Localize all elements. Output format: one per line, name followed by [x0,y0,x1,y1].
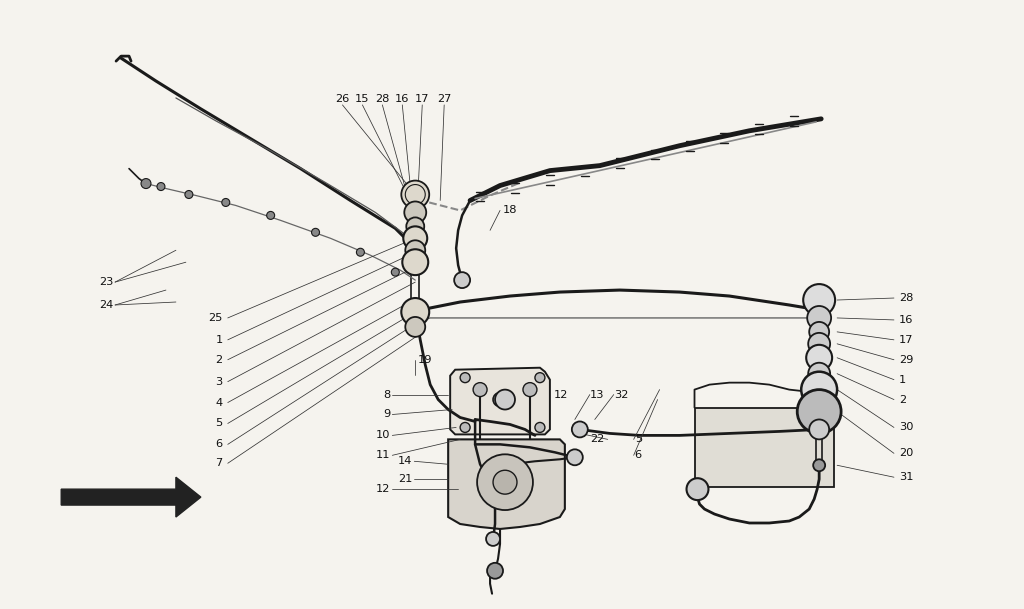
Text: 8: 8 [383,390,390,400]
Text: 12: 12 [554,390,568,400]
Circle shape [493,470,517,494]
Text: 28: 28 [375,94,389,104]
Text: 5: 5 [635,434,642,445]
Circle shape [523,382,537,396]
Circle shape [222,199,229,206]
Circle shape [403,227,427,250]
Circle shape [141,178,151,189]
Circle shape [803,284,836,316]
Circle shape [486,532,500,546]
Circle shape [686,478,709,500]
Text: 16: 16 [395,94,410,104]
Text: 25: 25 [209,313,223,323]
Circle shape [807,306,831,330]
Text: 7: 7 [215,458,223,468]
Bar [694,407,835,487]
Text: 12: 12 [376,484,390,494]
Circle shape [493,393,507,407]
Circle shape [808,363,830,385]
Text: 6: 6 [635,450,642,460]
Circle shape [404,202,426,224]
Circle shape [402,249,428,275]
Circle shape [460,423,470,432]
Circle shape [571,421,588,437]
Circle shape [809,322,829,342]
Text: 2: 2 [899,395,906,404]
Circle shape [477,454,532,510]
Text: 10: 10 [376,431,390,440]
Text: 11: 11 [376,450,390,460]
Circle shape [806,345,833,371]
Text: 31: 31 [899,472,913,482]
Circle shape [185,191,193,199]
Text: 32: 32 [613,390,628,400]
Circle shape [479,470,497,488]
Text: 26: 26 [335,94,349,104]
Text: 23: 23 [98,277,113,287]
Circle shape [157,183,165,191]
Text: 5: 5 [215,418,223,429]
Circle shape [535,373,545,382]
Text: 14: 14 [398,456,413,466]
Text: 4: 4 [216,398,223,407]
Circle shape [406,317,425,337]
Text: 30: 30 [899,423,913,432]
Text: 13: 13 [590,390,604,400]
Text: 16: 16 [899,315,913,325]
Text: 1: 1 [899,375,906,385]
Circle shape [311,228,319,236]
Circle shape [401,298,429,326]
Circle shape [813,459,825,471]
Circle shape [406,241,425,260]
Circle shape [266,211,274,219]
Text: 3: 3 [215,376,223,387]
Text: 29: 29 [899,355,913,365]
Text: 22: 22 [591,434,605,445]
Circle shape [401,180,429,208]
Text: 20: 20 [899,448,913,459]
Circle shape [495,390,515,409]
Text: 18: 18 [503,205,517,216]
Circle shape [460,373,470,382]
Text: 17: 17 [899,335,913,345]
Circle shape [567,449,583,465]
Circle shape [801,371,837,407]
Text: 2: 2 [216,355,223,365]
Circle shape [455,272,470,288]
Polygon shape [449,439,565,529]
Circle shape [809,420,829,439]
Text: 28: 28 [899,293,913,303]
Circle shape [407,217,424,235]
Circle shape [473,382,487,396]
Text: 6: 6 [216,439,223,449]
Circle shape [808,333,830,355]
Text: 19: 19 [417,355,432,365]
Polygon shape [61,477,201,517]
Circle shape [391,268,399,276]
Text: 9: 9 [383,409,390,420]
Circle shape [535,423,545,432]
Circle shape [798,390,841,434]
Circle shape [487,563,503,579]
Text: 21: 21 [398,474,413,484]
Text: 17: 17 [415,94,429,104]
Text: 1: 1 [215,335,223,345]
Text: 24: 24 [99,300,113,310]
Circle shape [356,248,365,256]
Text: 15: 15 [355,94,370,104]
Text: 27: 27 [437,94,452,104]
Polygon shape [451,368,550,434]
